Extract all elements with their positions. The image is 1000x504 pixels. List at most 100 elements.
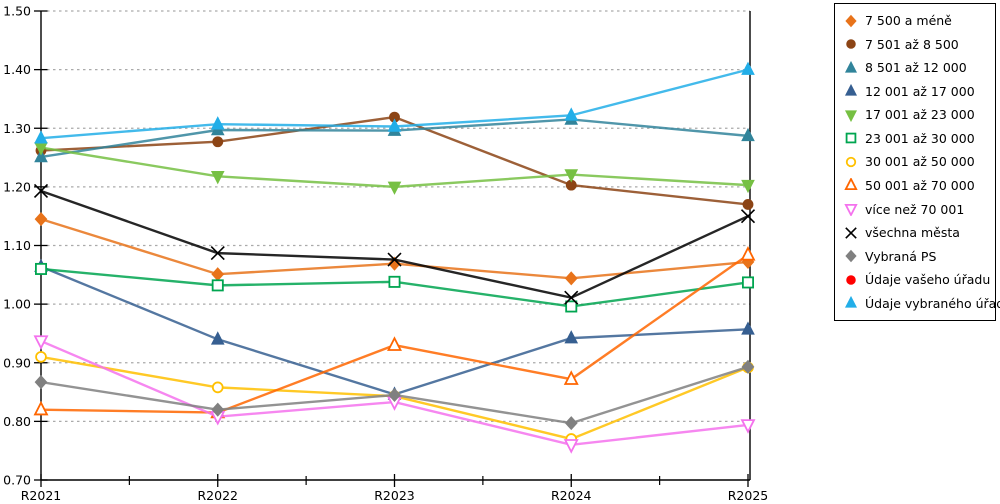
circle-marker-icon <box>211 381 224 394</box>
y-axis-label: 0.70 <box>3 473 31 488</box>
legend-item: 8 501 až 12 000 <box>844 60 995 75</box>
y-axis-label: 1.00 <box>3 297 31 312</box>
legend-item: 30 001 až 50 000 <box>844 154 995 169</box>
circle-marker-icon <box>846 274 856 285</box>
triangle-down-marker-icon <box>741 179 755 194</box>
y-axis-label: 1.20 <box>3 179 31 194</box>
diamond-marker-icon <box>564 416 578 431</box>
diamond-marker-icon <box>845 14 857 27</box>
y-axis-label: 1.30 <box>3 121 31 136</box>
circle-marker-icon <box>35 351 47 363</box>
triangle-marker-icon <box>740 246 756 261</box>
square-marker-icon <box>742 276 755 289</box>
circle-marker-icon <box>742 199 754 210</box>
triangle-marker-icon <box>844 84 858 97</box>
legend-item-label: 7 500 a méně <box>865 13 952 29</box>
triangle-down-marker-icon <box>563 439 579 454</box>
triangle-marker-icon <box>741 127 755 142</box>
triangle-marker-icon <box>34 130 48 144</box>
series-line <box>40 146 749 189</box>
legend-item-label: 7 501 až 8 500 <box>865 36 959 52</box>
x-axis-label: R2023 <box>374 488 415 500</box>
triangle-marker-icon <box>844 296 858 308</box>
x-axis-label: R2024 <box>551 488 592 500</box>
triangle-down-marker-icon <box>844 203 858 217</box>
legend-item-label: 12 001 až 17 000 <box>865 83 975 99</box>
triangle-down-marker-icon <box>387 181 402 195</box>
legend-item: 7 500 a méně <box>844 13 995 28</box>
legend-item-label: Údaje vybraného úřadu <box>865 295 1000 311</box>
triangle-marker-icon <box>387 118 402 132</box>
triangle-marker-icon <box>741 321 755 335</box>
legend-item-label: Vybraná PS <box>865 248 937 264</box>
circle-icon <box>845 156 857 168</box>
circle-icon <box>846 274 856 285</box>
legend-item-label: 8 501 až 12 000 <box>865 60 967 76</box>
triangle-marker-icon <box>844 178 858 191</box>
x-marker-icon <box>387 252 402 267</box>
diamond-marker-icon <box>741 359 755 374</box>
legend-item: 7 501 až 8 500 <box>844 37 995 52</box>
triangle-down-icon <box>844 110 858 122</box>
square-marker-icon <box>35 262 48 275</box>
square-marker-icon <box>845 133 857 144</box>
legend: 7 500 a méně 7 501 až 8 500 8 501 až 12 00… <box>834 3 1000 321</box>
legend-item: 17 001 až 23 000 <box>844 107 995 122</box>
legend-item: 12 001 až 17 000 <box>844 84 995 99</box>
x-axis-label: R2025 <box>728 488 769 500</box>
triangle-down-marker-icon <box>740 419 756 434</box>
x-axis-label: R2021 <box>21 488 62 500</box>
legend-item-label: 50 001 až 70 000 <box>865 177 975 193</box>
triangle-marker-icon <box>844 60 858 73</box>
x-marker-icon <box>210 246 225 261</box>
legend-item-label: 17 001 až 23 000 <box>865 107 975 123</box>
series-všechna-města <box>33 183 756 305</box>
legend-item: Údaje vašeho úřadu <box>844 272 995 287</box>
diamond-icon <box>845 249 857 263</box>
x-marker-icon <box>845 226 857 239</box>
circle-marker-icon <box>212 136 224 148</box>
x-marker-icon <box>564 290 579 305</box>
circle-marker-icon <box>846 39 856 50</box>
triangle-down-marker-icon <box>844 110 858 122</box>
legend-item: Údaje vybraného úřadu <box>844 296 1000 311</box>
series-vybraná-ps <box>34 359 755 431</box>
triangle-icon <box>844 296 858 308</box>
triangle-marker-icon <box>34 148 48 163</box>
triangle-marker-icon <box>210 116 225 130</box>
x-icon <box>845 226 857 239</box>
circle-marker-icon <box>845 156 857 168</box>
y-axis-label: 0.80 <box>3 414 31 429</box>
legend-item-label: 30 001 až 50 000 <box>865 154 975 170</box>
series-23-001-až-30-000 <box>35 262 755 313</box>
triangle-down-marker-icon <box>33 335 49 350</box>
legend-item-label: 23 001 až 30 000 <box>865 130 975 146</box>
triangle-down-marker-icon <box>210 171 225 185</box>
square-marker-icon <box>211 279 224 292</box>
y-axis-label: 1.40 <box>3 62 31 77</box>
x-axis-label: R2022 <box>198 488 239 500</box>
x-marker-icon <box>33 183 49 199</box>
y-axis-label: 1.10 <box>3 238 31 253</box>
y-axis-label: 0.90 <box>3 355 31 370</box>
triangle-down-marker-icon <box>564 169 579 183</box>
legend-item: Vybraná PS <box>844 249 995 264</box>
triangle-marker-icon <box>564 330 579 344</box>
square-marker-icon <box>388 275 401 288</box>
diamond-marker-icon <box>34 212 48 227</box>
triangle-icon <box>844 84 858 97</box>
legend-item: 23 001 až 30 000 <box>844 131 995 146</box>
legend-item: všechna města <box>844 225 995 240</box>
triangle-marker-icon <box>210 331 225 345</box>
diamond-marker-icon <box>564 271 578 286</box>
series-17-001-až-23-000 <box>34 142 755 195</box>
legend-item-label: všechna města <box>865 225 960 241</box>
legend-item: více než 70 001 <box>844 202 995 217</box>
triangle-marker-icon <box>563 370 579 385</box>
triangle-marker-icon <box>33 400 49 416</box>
triangle-icon <box>844 60 858 73</box>
legend-item-label: Údaje vašeho úřadu <box>865 272 991 288</box>
triangle-icon <box>844 178 858 191</box>
series-7-500-a-méně <box>34 212 755 286</box>
